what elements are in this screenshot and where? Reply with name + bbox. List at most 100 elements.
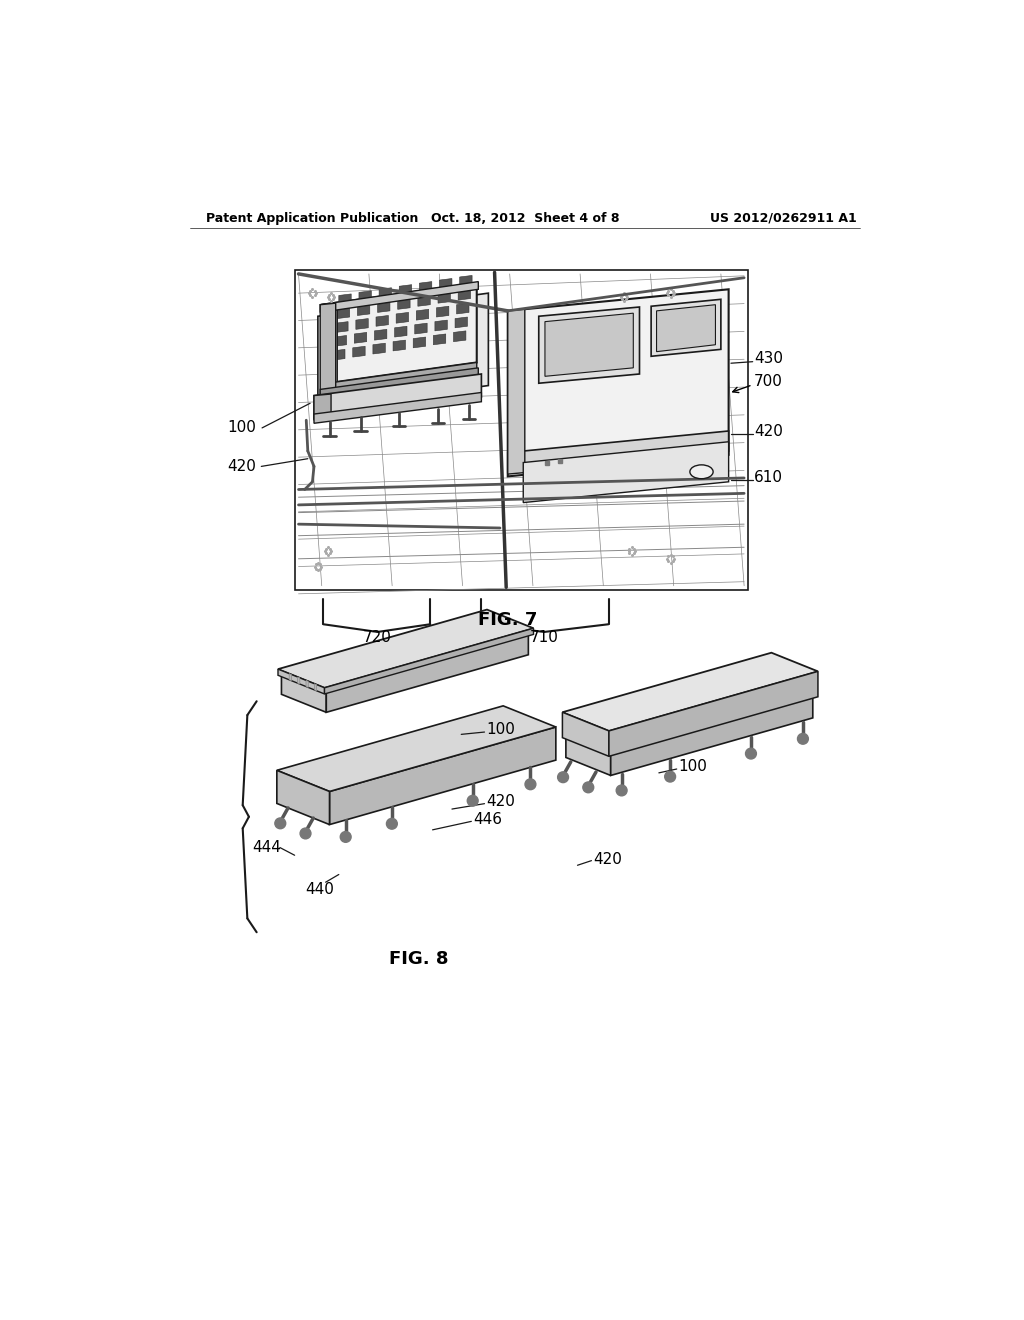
Polygon shape (458, 623, 476, 628)
Polygon shape (356, 318, 369, 330)
Polygon shape (322, 363, 477, 400)
Polygon shape (721, 684, 739, 689)
Circle shape (558, 772, 568, 783)
Polygon shape (321, 661, 339, 668)
Polygon shape (388, 648, 407, 655)
Text: 420: 420 (755, 424, 783, 440)
Text: Patent Application Publication: Patent Application Publication (206, 213, 418, 224)
Polygon shape (656, 305, 716, 351)
Text: 100: 100 (678, 759, 708, 775)
Polygon shape (334, 335, 346, 346)
Polygon shape (458, 289, 471, 300)
Polygon shape (682, 694, 700, 701)
Polygon shape (321, 281, 478, 313)
Polygon shape (394, 326, 407, 337)
Polygon shape (545, 313, 633, 376)
Circle shape (745, 748, 757, 759)
Polygon shape (609, 672, 818, 756)
Polygon shape (730, 686, 749, 693)
Polygon shape (435, 321, 447, 331)
Polygon shape (712, 680, 730, 685)
Polygon shape (732, 675, 750, 680)
Text: 720: 720 (364, 630, 392, 645)
Polygon shape (426, 651, 444, 656)
Polygon shape (352, 346, 366, 358)
Polygon shape (276, 771, 330, 825)
Polygon shape (523, 442, 729, 503)
Polygon shape (322, 284, 477, 384)
Polygon shape (328, 678, 346, 684)
Polygon shape (397, 298, 410, 309)
Polygon shape (393, 341, 406, 351)
Polygon shape (644, 693, 663, 698)
Polygon shape (438, 293, 451, 304)
Polygon shape (357, 305, 370, 315)
Polygon shape (336, 322, 348, 333)
Polygon shape (508, 309, 524, 474)
Polygon shape (610, 676, 813, 775)
Polygon shape (612, 721, 631, 726)
Polygon shape (339, 294, 351, 305)
Polygon shape (396, 313, 409, 323)
Polygon shape (330, 727, 556, 825)
Polygon shape (750, 681, 768, 688)
Polygon shape (380, 645, 397, 651)
Polygon shape (623, 711, 641, 717)
Text: 430: 430 (755, 351, 783, 366)
Polygon shape (760, 672, 778, 678)
Polygon shape (349, 660, 368, 665)
Polygon shape (701, 689, 720, 694)
Polygon shape (278, 669, 325, 694)
Polygon shape (419, 634, 437, 640)
Polygon shape (566, 715, 610, 775)
Polygon shape (632, 715, 650, 721)
Polygon shape (562, 652, 818, 731)
Polygon shape (703, 676, 722, 682)
Polygon shape (691, 698, 709, 704)
Polygon shape (367, 667, 385, 673)
Polygon shape (322, 304, 337, 391)
Polygon shape (417, 309, 429, 321)
Polygon shape (397, 652, 416, 659)
Text: FIG. 7: FIG. 7 (478, 611, 538, 630)
Polygon shape (457, 304, 469, 314)
Polygon shape (723, 671, 741, 677)
Polygon shape (340, 656, 358, 663)
Polygon shape (357, 744, 437, 770)
Polygon shape (651, 300, 721, 356)
Polygon shape (359, 651, 378, 656)
Polygon shape (378, 302, 390, 313)
Polygon shape (447, 632, 466, 638)
Polygon shape (399, 639, 418, 645)
Polygon shape (387, 661, 406, 668)
Polygon shape (375, 330, 387, 341)
Polygon shape (683, 682, 701, 688)
Polygon shape (752, 669, 770, 675)
Polygon shape (740, 678, 759, 684)
Circle shape (274, 818, 286, 829)
Polygon shape (337, 308, 349, 318)
Polygon shape (508, 430, 729, 473)
Polygon shape (605, 704, 624, 710)
Polygon shape (428, 638, 446, 643)
Polygon shape (455, 317, 467, 327)
Polygon shape (663, 700, 681, 706)
Polygon shape (460, 276, 472, 286)
Circle shape (665, 771, 676, 781)
Polygon shape (278, 610, 534, 688)
Circle shape (300, 828, 311, 838)
Text: 710: 710 (529, 630, 559, 645)
Polygon shape (339, 669, 356, 675)
Polygon shape (318, 675, 337, 681)
Polygon shape (408, 643, 426, 649)
Polygon shape (418, 296, 430, 306)
Polygon shape (317, 293, 488, 409)
Polygon shape (692, 685, 711, 692)
Polygon shape (354, 333, 367, 343)
Polygon shape (711, 693, 729, 698)
Polygon shape (399, 285, 412, 296)
Circle shape (583, 781, 594, 793)
Polygon shape (314, 684, 316, 690)
Circle shape (525, 779, 536, 789)
Polygon shape (439, 279, 452, 289)
